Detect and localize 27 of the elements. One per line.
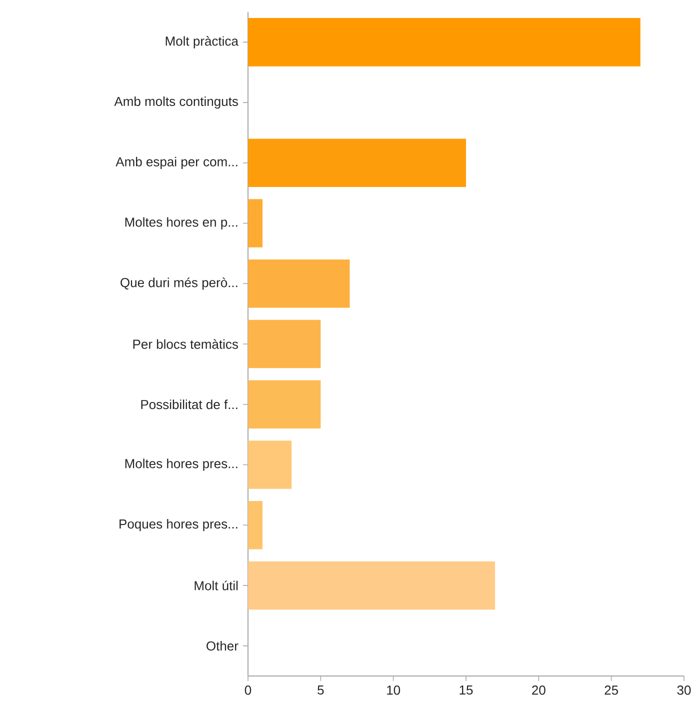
x-tick-label: 25: [604, 686, 618, 695]
y-tick-label: Molt útil: [194, 580, 238, 590]
y-tick-label: Amb molts continguts: [114, 96, 238, 109]
y-tick-label: Possibilitat de f...: [141, 400, 238, 410]
bar: [248, 18, 640, 66]
bar: [248, 561, 496, 610]
bar: [248, 320, 321, 368]
y-tick-label: Molt pràctica: [166, 36, 238, 48]
x-tick-label: 5: [318, 686, 324, 695]
y-tick-label: Poques hores pres...: [120, 519, 238, 532]
bar: [248, 199, 263, 248]
y-tick-label: Per blocs temàtics: [133, 339, 238, 349]
y-tick-label: Amb espai per com...: [116, 156, 238, 169]
x-tick-label: 10: [387, 686, 400, 695]
bar: [248, 259, 350, 308]
bar: [248, 500, 263, 550]
x-tick-label: 15: [460, 686, 473, 695]
x-tick-label: 0: [244, 686, 252, 695]
y-tick-label: Other: [206, 641, 238, 651]
x-tick-label: 20: [532, 686, 546, 695]
y-tick-label: Moltes hores pres...: [125, 458, 238, 471]
y-tick-label: Moltes hores en p...: [125, 217, 238, 230]
y-tick-label: Que duri més però...: [120, 278, 238, 290]
bar: [248, 440, 292, 489]
bar: [248, 138, 466, 188]
bar: [248, 380, 321, 429]
x-tick-label: 30: [677, 686, 691, 695]
